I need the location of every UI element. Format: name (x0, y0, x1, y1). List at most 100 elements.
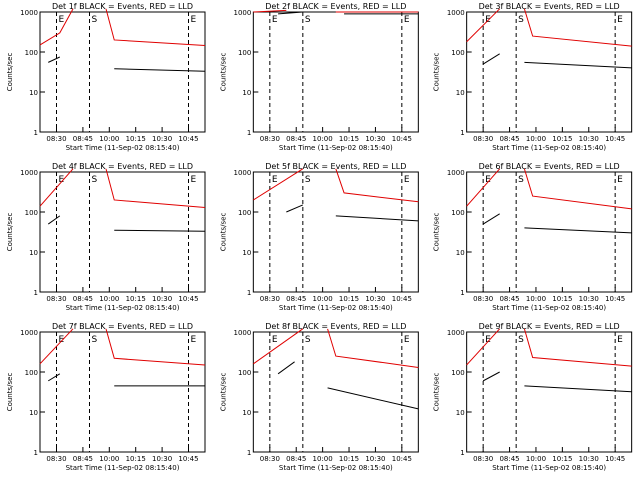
x-tick-label: 10:15 (552, 135, 572, 143)
x-tick-label: 10:45 (178, 295, 198, 303)
series-line-lld (39, 8, 74, 46)
series-line-lld (335, 168, 419, 203)
plot-frame (466, 331, 633, 453)
y-tick-label: 1 (34, 289, 38, 297)
marker-label: E (485, 175, 491, 185)
series-line-events (48, 56, 61, 63)
series-line-events (47, 215, 61, 225)
x-axis-label: Start Time (11-Sep-02 08:15:40) (279, 304, 393, 312)
series-line-events (482, 53, 500, 65)
x-axis-label: Start Time (11-Sep-02 08:15:40) (492, 304, 606, 312)
y-tick-label: 1000 (20, 169, 38, 177)
marker-label: S (92, 335, 98, 345)
x-tick-label: 08:45 (73, 295, 93, 303)
x-tick-label: 10:45 (178, 455, 198, 463)
y-tick-label: 1 (247, 289, 251, 297)
chart-title: Det 8f BLACK = Events, RED = LLD (265, 322, 406, 331)
marker-label: E (272, 175, 278, 185)
y-tick-label: 1000 (20, 329, 38, 337)
x-tick-label: 10:30 (579, 455, 599, 463)
plot-frame (466, 171, 633, 293)
marker-label: E (59, 15, 65, 25)
series-line-lld (466, 8, 501, 43)
y-tick-label: 100 (451, 209, 464, 217)
x-tick-label: 08:45 (499, 295, 519, 303)
marker-label: E (617, 175, 623, 185)
x-tick-label: 10:15 (339, 295, 359, 303)
y-tick-label: 1 (34, 129, 38, 137)
chart-title: Det 6f BLACK = Events, RED = LLD (479, 162, 620, 171)
marker-label: E (59, 175, 65, 185)
x-tick-label: 08:45 (73, 455, 93, 463)
series-line-lld (523, 168, 632, 210)
marker-label: S (305, 175, 311, 185)
chart-title: Det 7f BLACK = Events, RED = LLD (52, 322, 193, 331)
series-line-events (482, 213, 500, 225)
x-tick-label: 08:30 (46, 135, 66, 143)
y-tick-label: 10 (242, 409, 251, 417)
chart-panel-2: Det 2f BLACK = Events, RED = LLD 1 10 100 10… (219, 2, 419, 152)
series-line-lld (523, 8, 632, 47)
y-tick-label: 10 (456, 409, 465, 417)
series-line-lld (466, 328, 501, 366)
marker-label: S (305, 15, 311, 25)
marker-label: E (191, 335, 197, 345)
chart-title: Det 3f BLACK = Events, RED = LLD (479, 2, 620, 11)
chart-panel-8: Det 8f BLACK = Events, RED = LLD 1 10 100 10… (219, 322, 419, 472)
marker-label: S (518, 175, 524, 185)
marker-label: E (617, 15, 623, 25)
plot-frame (252, 11, 419, 133)
plot-frame (252, 171, 419, 293)
chart-panel-7: Det 7f BLACK = Events, RED = LLD 1 10 100 10… (6, 322, 206, 472)
marker-label: E (191, 175, 197, 185)
x-tick-label: 08:30 (260, 455, 280, 463)
series-line-lld (327, 328, 419, 368)
plot-frame (39, 331, 206, 453)
chart-panel-4: Det 4f BLACK = Events, RED = LLD 1 10 100 10… (6, 162, 206, 312)
marker-label: E (272, 15, 278, 25)
x-tick-label: 08:45 (286, 295, 306, 303)
y-tick-label: 1000 (447, 169, 465, 177)
x-tick-label: 10:45 (178, 135, 198, 143)
y-axis-label: Counts/sec (6, 213, 14, 252)
x-axis-label: Start Time (11-Sep-02 08:15:40) (66, 464, 180, 472)
x-axis-label: Start Time (11-Sep-02 08:15:40) (279, 144, 393, 152)
series-line-events (335, 215, 419, 222)
x-tick-label: 10:30 (152, 295, 172, 303)
y-axis-label: Counts/sec (219, 53, 227, 92)
x-tick-label: 10:00 (526, 135, 546, 143)
y-tick-label: 1000 (234, 329, 252, 337)
y-tick-label: 100 (25, 369, 38, 377)
marker-label: S (518, 15, 524, 25)
series-line-events (286, 204, 304, 213)
y-axis-label: Counts/sec (433, 53, 441, 92)
y-tick-label: 10 (29, 409, 38, 417)
x-tick-label: 10:30 (365, 295, 385, 303)
y-tick-label: 10 (29, 249, 38, 257)
y-tick-label: 10 (242, 249, 251, 257)
marker-label: E (59, 335, 65, 345)
y-tick-label: 10 (29, 89, 38, 97)
x-tick-label: 10:30 (579, 135, 599, 143)
series-line-events (114, 229, 206, 232)
series-line-events (47, 373, 61, 382)
chart-title: Det 4f BLACK = Events, RED = LLD (52, 162, 193, 171)
x-axis-label: Start Time (11-Sep-02 08:15:40) (492, 144, 606, 152)
x-tick-label: 10:45 (392, 135, 412, 143)
y-tick-label: 100 (25, 49, 38, 57)
series-line-lld (105, 328, 206, 366)
chart-panel-6: Det 6f BLACK = Events, RED = LLD 1 10 100 10… (433, 162, 633, 312)
y-tick-label: 1 (460, 449, 464, 457)
y-tick-label: 100 (25, 209, 38, 217)
y-axis-label: Counts/sec (219, 373, 227, 412)
y-tick-label: 10 (456, 89, 465, 97)
x-tick-label: 08:45 (73, 135, 93, 143)
chart-title: Det 9f BLACK = Events, RED = LLD (479, 322, 620, 331)
marker-label: E (404, 15, 410, 25)
x-tick-label: 08:30 (46, 295, 66, 303)
x-tick-label: 08:30 (473, 135, 493, 143)
y-tick-label: 1000 (234, 9, 252, 17)
series-line-events (114, 68, 206, 72)
series-line-events (524, 385, 632, 393)
plot-frame (466, 11, 633, 133)
